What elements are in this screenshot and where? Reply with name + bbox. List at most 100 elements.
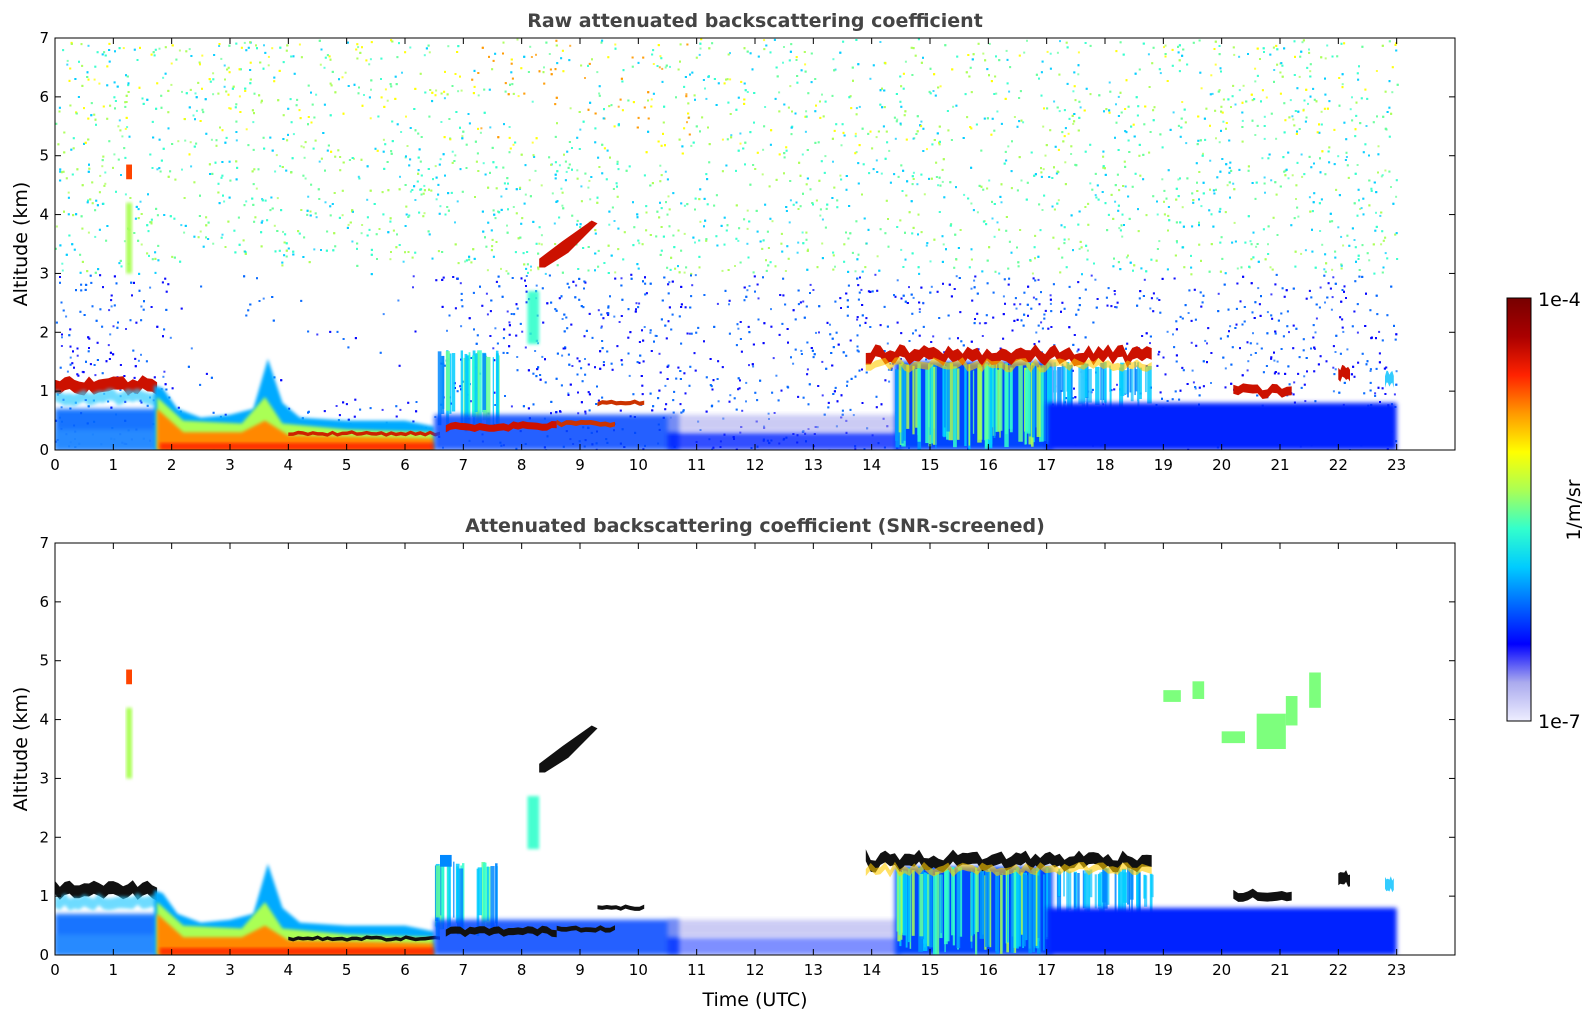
noise-pixel <box>423 184 426 187</box>
noise-pixel <box>66 59 69 62</box>
noise-pixel <box>834 68 837 71</box>
noise-pixel <box>1379 214 1382 217</box>
noise-pixel <box>764 106 767 108</box>
noise-pixel <box>1042 168 1045 171</box>
noise-pixel <box>406 145 409 147</box>
noise-pixel <box>158 47 161 50</box>
noise-pixel <box>752 365 755 368</box>
noise-pixel <box>855 107 858 110</box>
noise-pixel <box>819 214 822 217</box>
noise-pixel <box>1217 292 1220 295</box>
noise-pixel <box>316 333 319 336</box>
noise-pixel <box>1349 108 1352 111</box>
noise-pixel <box>1359 208 1362 210</box>
noise-pixel <box>691 284 694 287</box>
noise-pixel <box>1332 366 1335 369</box>
noise-pixel <box>524 346 527 349</box>
noise-pixel <box>508 321 511 324</box>
noise-pixel <box>140 305 143 308</box>
noise-pixel <box>1067 238 1070 241</box>
noise-pixel <box>729 394 732 397</box>
noise-pixel <box>55 225 58 228</box>
noise-pixel <box>1072 122 1075 125</box>
noise-pixel <box>315 216 318 219</box>
noise-pixel <box>1114 306 1117 308</box>
noise-pixel <box>260 101 263 104</box>
noise-pixel <box>238 95 241 98</box>
noise-pixel <box>505 270 508 273</box>
noise-pixel <box>812 289 815 291</box>
noise-pixel <box>1345 156 1348 158</box>
noise-pixel <box>757 297 760 300</box>
noise-pixel <box>560 187 563 190</box>
noise-pixel <box>1263 176 1266 179</box>
noise-pixel <box>118 119 121 122</box>
noise-pixel <box>775 374 778 377</box>
noise-pixel <box>952 105 955 108</box>
noise-pixel <box>600 325 603 328</box>
noise-pixel <box>366 198 369 201</box>
noise-pixel <box>683 271 686 274</box>
noise-pixel <box>1226 184 1229 187</box>
noise-pixel <box>540 234 543 237</box>
noise-pixel <box>139 200 142 203</box>
noise-pixel <box>832 58 835 61</box>
noise-pixel <box>65 315 68 318</box>
noise-pixel <box>1202 152 1204 155</box>
noise-pixel <box>500 195 503 198</box>
noise-pixel <box>1094 278 1097 281</box>
noise-pixel <box>368 63 371 66</box>
noise-pixel <box>261 198 264 200</box>
noise-pixel <box>370 88 372 91</box>
noise-pixel <box>932 335 935 338</box>
noise-pixel <box>576 169 579 172</box>
noise-pixel <box>600 326 603 329</box>
noise-pixel <box>729 78 732 81</box>
noise-pixel <box>1374 392 1377 395</box>
noise-pixel <box>661 67 664 70</box>
noise-pixel <box>384 88 387 91</box>
noise-pixel <box>613 315 616 318</box>
noise-pixel <box>1046 50 1049 53</box>
noise-pixel <box>1049 294 1052 297</box>
noise-pixel <box>805 110 808 113</box>
noise-pixel <box>1040 321 1043 324</box>
noise-pixel <box>221 233 224 236</box>
noise-pixel <box>440 121 443 123</box>
noise-pixel <box>1058 110 1061 113</box>
noise-pixel <box>650 98 653 101</box>
noise-pixel <box>460 325 463 328</box>
noise-pixel <box>535 53 537 56</box>
noise-pixel <box>1187 312 1190 314</box>
noise-pixel <box>1234 103 1237 106</box>
noise-pixel <box>189 141 192 144</box>
noise-pixel <box>461 135 464 138</box>
noise-pixel <box>792 362 795 365</box>
noise-pixel <box>561 204 564 207</box>
noise-pixel <box>1270 179 1273 182</box>
noise-pixel <box>537 268 540 271</box>
noise-pixel <box>1390 186 1392 188</box>
noise-pixel <box>477 94 480 97</box>
noise-pixel <box>1304 400 1307 403</box>
noise-pixel <box>344 71 347 74</box>
noise-pixel <box>1293 381 1296 384</box>
noise-pixel <box>1143 278 1146 281</box>
noise-pixel <box>1076 350 1079 353</box>
noise-pixel <box>1315 317 1318 320</box>
noise-pixel <box>194 92 197 95</box>
noise-pixel <box>746 91 749 93</box>
noise-pixel <box>854 132 857 135</box>
noise-pixel <box>181 168 183 171</box>
noise-pixel <box>970 202 973 205</box>
noise-pixel <box>1255 245 1258 248</box>
noise-pixel <box>516 356 519 358</box>
noise-pixel <box>620 277 623 280</box>
noise-pixel <box>686 121 688 124</box>
noise-pixel <box>887 368 890 371</box>
noise-pixel <box>896 118 899 121</box>
noise-pixel <box>351 240 354 243</box>
noise-pixel <box>1094 194 1097 197</box>
noise-pixel <box>1249 240 1252 243</box>
noise-pixel <box>983 322 986 325</box>
